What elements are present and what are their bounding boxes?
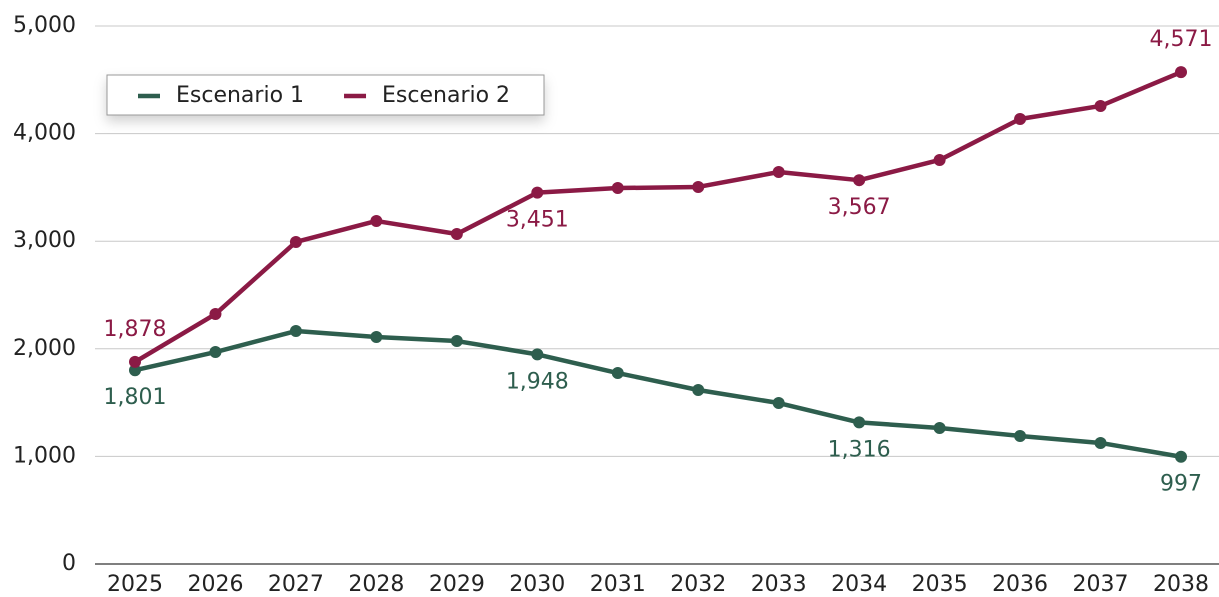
- y-tick-label: 1,000: [13, 443, 76, 468]
- legend-label: Escenario 2: [382, 83, 510, 108]
- y-tick-label: 0: [62, 551, 76, 576]
- x-tick-label: 2034: [831, 572, 887, 597]
- data-point: [129, 364, 141, 377]
- data-point: [772, 397, 785, 410]
- data-point: [531, 186, 544, 199]
- data-point: [692, 384, 705, 397]
- y-tick-label: 3,000: [13, 228, 76, 253]
- data-point: [853, 416, 866, 429]
- x-tick-label: 2029: [429, 572, 485, 597]
- x-tick-label: 2038: [1153, 572, 1209, 597]
- data-point: [1094, 436, 1107, 449]
- x-tick-label: 2035: [912, 572, 968, 597]
- x-tick-label: 2036: [992, 572, 1048, 597]
- x-tick-label: 2027: [268, 572, 324, 597]
- data-point: [531, 348, 544, 361]
- data-point: [129, 355, 141, 368]
- y-tick-label: 5,000: [13, 13, 76, 38]
- series-line: [133, 70, 1182, 364]
- x-tick-label: 2032: [670, 572, 726, 597]
- data-point: [611, 367, 624, 380]
- x-tick-label: 2030: [509, 572, 565, 597]
- data-point: [289, 235, 302, 248]
- legend: Escenario 1 Escenario 2: [106, 74, 545, 116]
- data-label: 997: [1160, 472, 1202, 497]
- x-tick-label: 2026: [187, 572, 243, 597]
- data-point: [1094, 99, 1107, 112]
- data-point: [450, 335, 463, 348]
- data-label: 3,567: [828, 195, 891, 220]
- data-point: [611, 182, 624, 195]
- data-label: 1,316: [828, 437, 891, 462]
- data-point: [1014, 429, 1027, 442]
- legend-label: Escenario 1: [176, 83, 304, 108]
- x-tick-label: 2033: [751, 572, 807, 597]
- series-line: [134, 328, 1182, 459]
- data-point: [209, 346, 222, 359]
- data-point: [370, 214, 383, 227]
- data-point: [450, 227, 463, 240]
- y-tick-label: 2,000: [13, 336, 76, 361]
- y-tick-label: 4,000: [13, 121, 76, 146]
- data-point: [933, 421, 946, 434]
- data-label: 1,878: [104, 317, 167, 342]
- data-point: [289, 325, 302, 338]
- x-tick-label: 2037: [1073, 572, 1129, 597]
- legend-box: [106, 74, 545, 116]
- data-point: [772, 166, 785, 179]
- data-point: [1175, 450, 1187, 463]
- data-label: 1,948: [506, 369, 569, 394]
- data-point: [692, 180, 705, 193]
- data-label: 3,451: [506, 208, 569, 233]
- data-label: 1,801: [104, 385, 167, 410]
- data-label: 4,571: [1150, 27, 1213, 52]
- data-point: [1175, 66, 1187, 79]
- data-point: [853, 174, 866, 187]
- x-tick-label: 2025: [107, 572, 163, 597]
- data-point: [370, 330, 383, 343]
- x-tick-label: 2031: [590, 572, 646, 597]
- data-point: [933, 153, 946, 166]
- data-point: [209, 308, 222, 321]
- x-tick-label: 2028: [348, 572, 404, 597]
- data-point: [1014, 112, 1027, 125]
